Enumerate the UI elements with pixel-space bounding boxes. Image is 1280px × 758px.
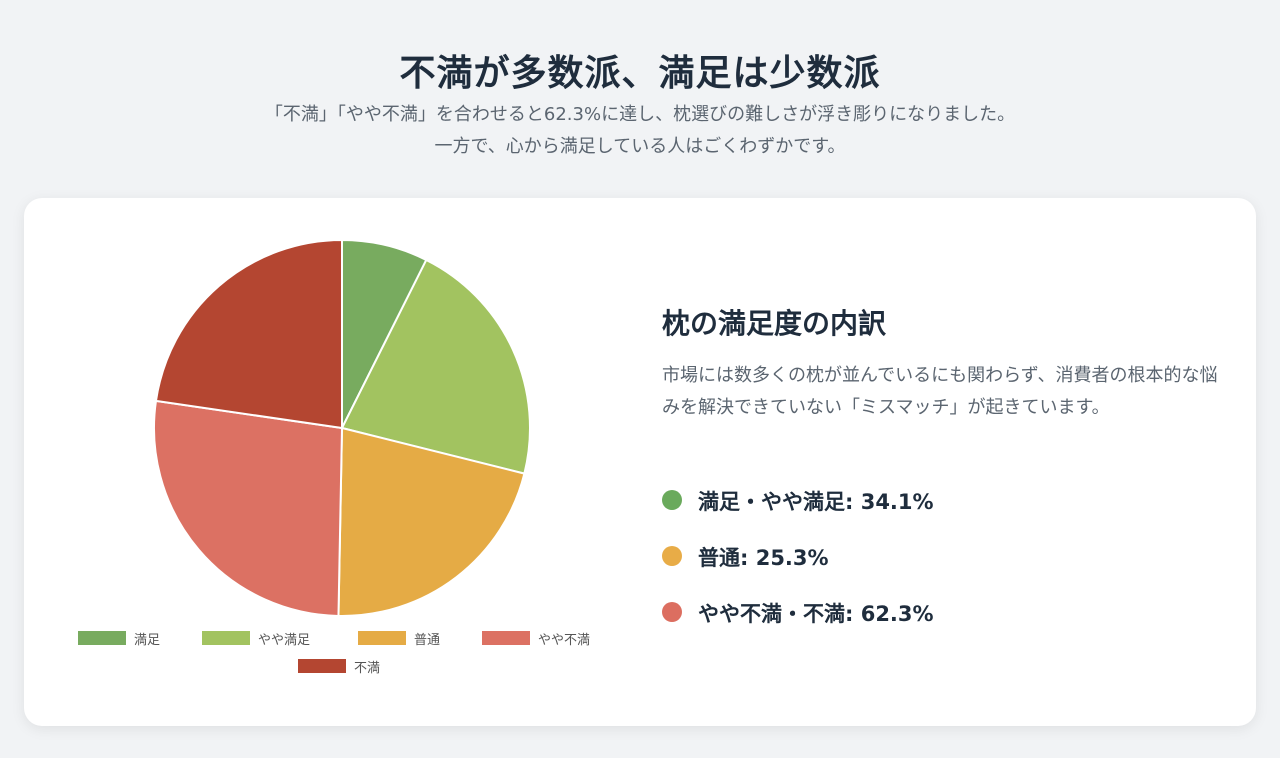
pie-slice-4 [154, 238, 343, 430]
subtitle-line-1: 「不満」「やや不満」を合わせると62.3%に達し、枕選びの難しさが浮き彫りになり… [264, 104, 1016, 125]
stat-dissatisfied-text: やや不満・不満: 62.3% [698, 602, 934, 626]
legend-label-1: やや満足 [258, 633, 311, 648]
page-title: 不満が多数派、満足は少数派 [399, 53, 881, 94]
red-dot-icon [662, 602, 682, 622]
orange-dot-icon [662, 546, 682, 566]
stat-satisfied-text: 満足・やや満足: 34.1% [698, 490, 934, 514]
pie-chart [153, 238, 531, 617]
legend-label-2: 普通 [414, 633, 441, 648]
pie-slice-1 [340, 258, 531, 475]
breakdown-description: 市場には数多くの枕が並んでいるにも関わらず、消費者の根本的な悩みを解決できていな… [662, 365, 1218, 418]
pie-slice-2 [337, 426, 526, 617]
legend-swatch-2 [358, 631, 406, 645]
pie-slice-3 [153, 399, 344, 617]
legend-label-3: やや不満 [538, 633, 591, 648]
legend-swatch-3 [482, 631, 530, 645]
stat-neutral-text: 普通: 25.3% [698, 546, 829, 570]
legend-swatch-0 [78, 631, 126, 645]
chart-card: 満足 やや満足 普通 やや不満不満 枕の満足度の内訳 市場には数多くの枕が並んでいるに… [24, 198, 1256, 726]
green-dot-icon [662, 490, 682, 510]
legend-label-0: 満足 [134, 633, 161, 648]
breakdown-title: 枕の満足度の内訳 [662, 307, 887, 340]
legend-label-4: 不満 [354, 661, 381, 676]
legend-swatch-4 [298, 659, 346, 673]
subtitle-line-2: 一方で、心から満足している人はごくわずかです。 [434, 136, 846, 157]
legend-swatch-1 [202, 631, 250, 645]
